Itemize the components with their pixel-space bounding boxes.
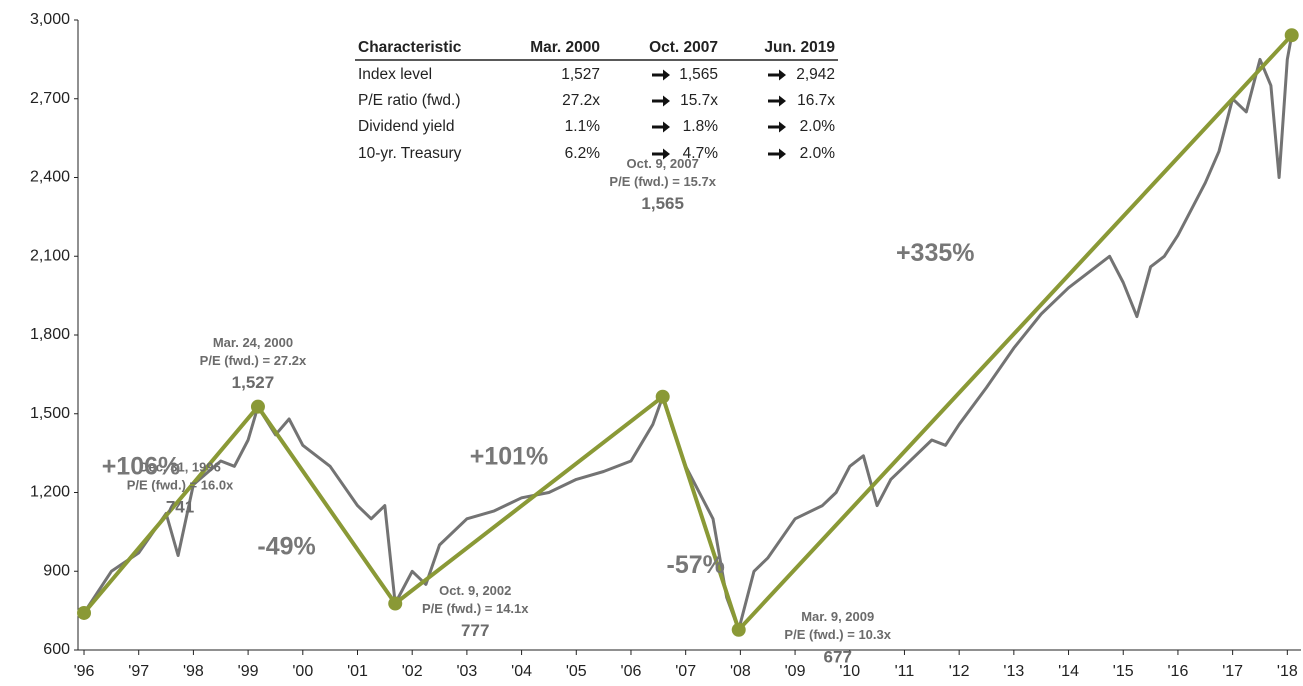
table-cell: 1,565: [679, 66, 718, 83]
x-tick-label: '09: [785, 663, 806, 680]
x-tick-label: '98: [183, 663, 204, 680]
change-label: +335%: [896, 239, 975, 267]
y-tick-label: 900: [43, 562, 70, 579]
x-tick-label: '97: [128, 663, 149, 680]
change-label: +106%: [102, 452, 181, 480]
table-cell: 6.2%: [565, 145, 601, 162]
table-arrow: [652, 95, 670, 107]
annotation-pe: P/E (fwd.) = 10.3x: [784, 627, 891, 642]
table-cell: 2.0%: [800, 145, 836, 162]
change-label: -49%: [257, 533, 315, 561]
x-tick-label: '10: [839, 663, 860, 680]
x-tick-label: '06: [621, 663, 642, 680]
table-arrow: [652, 148, 670, 160]
table-cell: 1.1%: [565, 118, 601, 135]
table-cell: Dividend yield: [358, 118, 455, 135]
x-tick-label: '96: [74, 663, 95, 680]
table-header: Jun. 2019: [764, 39, 835, 56]
y-tick-label: 1,500: [30, 405, 70, 422]
x-tick-label: '11: [895, 663, 915, 680]
change-label: +101%: [470, 443, 549, 471]
y-tick-label: 2,400: [30, 169, 70, 186]
table-cell: 1.8%: [683, 118, 719, 135]
annotation-pe: P/E (fwd.) = 16.0x: [127, 477, 234, 492]
table-cell: 2,942: [796, 66, 835, 83]
x-tick-label: '13: [1003, 663, 1024, 680]
x-tick-label: '07: [675, 663, 696, 680]
table-arrow: [768, 95, 786, 107]
trend-point: [388, 596, 403, 611]
annotation-date: Oct. 9, 2007: [627, 156, 699, 171]
annotation-date: Oct. 9, 2002: [439, 583, 511, 598]
table-cell: 2.0%: [800, 118, 836, 135]
x-tick-label: '15: [1113, 663, 1134, 680]
table-cell: Index level: [358, 66, 432, 83]
y-tick-label: 2,700: [30, 90, 70, 107]
annotation-pe: P/E (fwd.) = 15.7x: [609, 174, 716, 189]
annotation-date: Mar. 24, 2000: [213, 335, 293, 350]
annotation-pe: P/E (fwd.) = 27.2x: [200, 353, 307, 368]
table-cell: 1,527: [561, 66, 600, 83]
y-tick-label: 3,000: [30, 11, 70, 28]
x-tick-label: '99: [238, 663, 259, 680]
change-label: -57%: [667, 551, 725, 579]
annotation-pe: P/E (fwd.) = 14.1x: [422, 601, 529, 616]
table-arrow: [768, 121, 786, 133]
trend-point: [731, 622, 746, 637]
x-tick-label: '02: [402, 663, 423, 680]
x-tick-label: '18: [1277, 663, 1298, 680]
y-tick-label: 1,800: [30, 326, 70, 343]
x-tick-label: '12: [949, 663, 970, 680]
annotation-value: 1,565: [641, 194, 684, 213]
table-cell: 15.7x: [680, 92, 718, 109]
y-tick-label: 2,100: [30, 247, 70, 264]
trend-point: [655, 389, 670, 404]
table-header: Characteristic: [358, 39, 462, 56]
trend-point: [1284, 28, 1299, 43]
table-cell: P/E ratio (fwd.): [358, 92, 461, 109]
table-cell: 4.7%: [683, 145, 719, 162]
table-arrow: [768, 69, 786, 81]
table-arrow: [652, 121, 670, 133]
x-tick-label: '08: [730, 663, 751, 680]
table-arrow: [768, 148, 786, 160]
x-tick-label: '16: [1168, 663, 1189, 680]
x-tick-label: '04: [511, 663, 532, 680]
table-cell: 27.2x: [562, 92, 600, 109]
annotation-date: Dec. 31, 1996: [139, 459, 221, 474]
x-tick-label: '14: [1058, 663, 1079, 680]
annotation-value: 777: [461, 621, 489, 640]
x-tick-label: '03: [456, 663, 477, 680]
table-cell: 10-yr. Treasury: [358, 145, 462, 162]
annotation-value: 741: [166, 497, 194, 516]
annotation-value: 677: [824, 647, 852, 666]
y-tick-label: 1,200: [30, 484, 70, 501]
y-tick-label: 600: [43, 641, 70, 658]
table-arrow: [652, 69, 670, 81]
annotation-value: 1,527: [232, 373, 275, 392]
table-header: Oct. 2007: [649, 39, 718, 56]
x-tick-label: '01: [347, 663, 368, 680]
trend-line: [82, 33, 1294, 634]
x-tick-label: '00: [292, 663, 313, 680]
trend-point: [77, 605, 92, 620]
trend-point: [250, 399, 265, 414]
table-cell: 16.7x: [797, 92, 835, 109]
table-header: Mar. 2000: [530, 39, 600, 56]
annotation-date: Mar. 9, 2009: [801, 609, 874, 624]
x-tick-label: '05: [566, 663, 587, 680]
x-tick-label: '17: [1222, 663, 1243, 680]
